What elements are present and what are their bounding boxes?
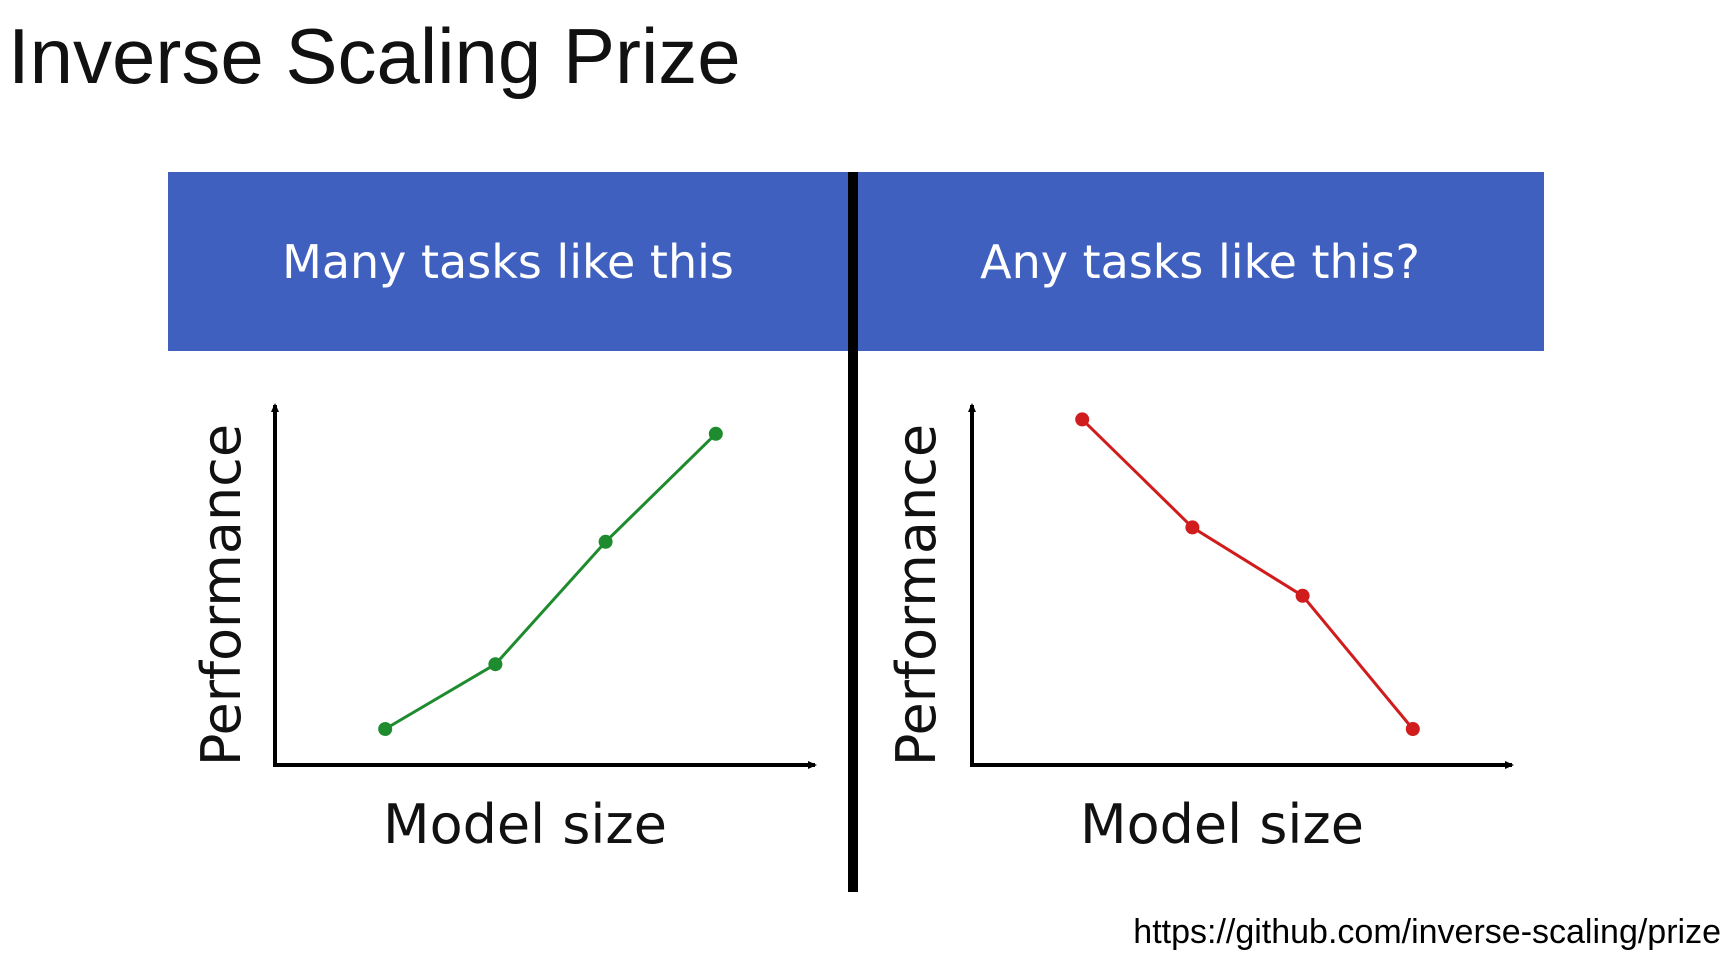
panel-divider: [848, 172, 858, 892]
right-data-point: [1405, 722, 1420, 736]
right-panel-heading: Any tasks like this?: [856, 172, 1544, 351]
right-chart: Model size Performance: [885, 403, 1514, 856]
right-x-axis-label: Model size: [1080, 793, 1364, 856]
slide-title: Inverse Scaling Prize: [8, 12, 741, 100]
left-panel-heading: Many tasks like this: [168, 172, 848, 351]
right-data-point: [1295, 588, 1310, 603]
left-data-point: [598, 534, 613, 549]
source-link[interactable]: https://github.com/inverse-scaling/prize: [1133, 913, 1721, 951]
right-y-axis-label: Performance: [885, 424, 948, 766]
left-data-point: [488, 657, 503, 672]
right-data-point: [1185, 520, 1200, 535]
left-chart: Model size Performance: [190, 403, 817, 856]
left-data-point: [378, 722, 393, 736]
left-y-axis-label: Performance: [190, 424, 253, 766]
left-x-axis-label: Model size: [383, 793, 667, 856]
right-series-line: [1081, 418, 1414, 730]
left-data-point: [708, 426, 723, 441]
right-data-point: [1075, 412, 1090, 427]
left-series-line: [384, 432, 717, 731]
